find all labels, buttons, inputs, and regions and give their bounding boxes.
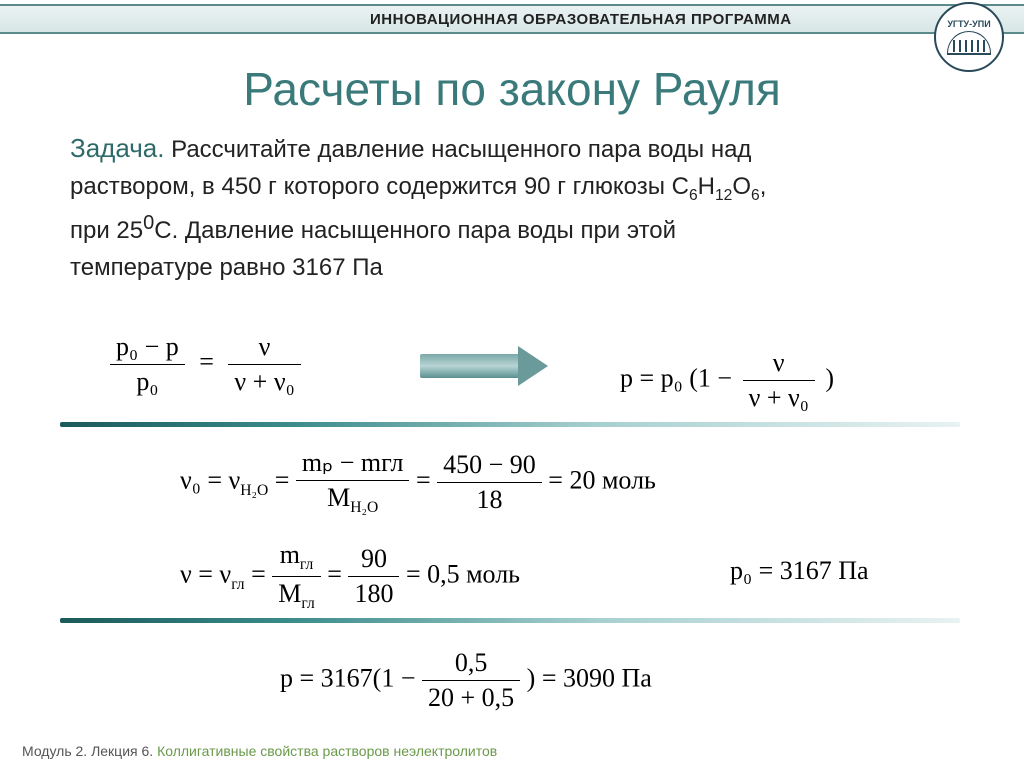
chem-h: H <box>698 173 715 200</box>
arrow-icon <box>420 348 550 384</box>
p0-given: p₀ = 3167 Па <box>730 556 869 586</box>
c1-eq1: = <box>275 466 296 495</box>
c1-f1-den-sub: H₂O <box>350 499 378 516</box>
c2-f1-den-m: M <box>278 579 301 608</box>
problem-line1: Рассчитайте давление насыщенного пара во… <box>171 136 751 163</box>
f-right-prefix: p = p₀ (1 − <box>620 363 732 392</box>
chem-o: O <box>732 173 751 200</box>
problem-lead: Задача. <box>70 133 164 163</box>
c1-eq2: = <box>416 466 437 495</box>
c1-result: = 20 моль <box>548 466 656 495</box>
program-label: ИННОВАЦИОННАЯ ОБРАЗОВАТЕЛЬНАЯ ПРОГРАММА <box>370 11 792 28</box>
eq-sign-1: = <box>199 347 214 376</box>
c3-suffix: ) = 3090 Па <box>527 663 652 692</box>
c2-sub-gl: гл <box>231 576 244 593</box>
university-logo: УГТУ-УПИ <box>934 2 1004 72</box>
calc-solvent-moles: ν₀ = νH₂O = mₚ − mгл MH₂O = 450 − 90 18 … <box>180 448 656 517</box>
c3-num: 0,5 <box>422 648 520 681</box>
f-nu-den: ν + ν₀ <box>228 365 300 397</box>
footer-lecture: Коллигативные свойства растворов неэлект… <box>157 743 497 759</box>
divider-2 <box>60 618 960 623</box>
divider-1 <box>60 422 960 427</box>
f-right-den: ν + ν₀ <box>743 381 815 413</box>
c1-f1-num: mₚ − mгл <box>296 448 410 481</box>
c2-eq1: = <box>251 560 272 589</box>
f-left-num: p₀ − p <box>110 332 185 365</box>
problem-line3a: при 25 <box>70 217 143 244</box>
sub-o: 6 <box>751 187 760 204</box>
c1-f2-den: 18 <box>437 483 542 515</box>
punct: , <box>760 173 767 200</box>
raoult-explicit-form: p = p₀ (1 − ν ν + ν₀ ) <box>620 348 834 413</box>
derivation-row: p₀ − p p₀ = ν ν + ν₀ p = p₀ (1 − ν ν + ν… <box>0 332 1024 422</box>
logo-text: УГТУ-УПИ <box>947 20 990 29</box>
c1-f2-num: 450 − 90 <box>437 450 542 483</box>
problem-line4: температуре равно 3167 Па <box>70 254 383 281</box>
slide-title: Расчеты по закону Рауля <box>0 62 1024 116</box>
c2-f1-num-sub: гл <box>300 556 313 573</box>
f-right-num: ν <box>743 348 815 381</box>
c3-den: 20 + 0,5 <box>422 681 520 713</box>
c2-f2-num: 90 <box>348 544 399 577</box>
f-left-den: p₀ <box>110 365 185 397</box>
deg-sup: 0 <box>143 212 154 234</box>
calc-final-pressure: p = 3167(1 − 0,5 20 + 0,5 ) = 3090 Па <box>280 648 652 713</box>
footer-module: Модуль 2. Лекция 6. <box>22 743 153 759</box>
raoult-relative-form: p₀ − p p₀ = ν ν + ν₀ <box>110 332 301 397</box>
problem-line3b: С. Давление насыщенного пара воды при эт… <box>154 217 676 244</box>
c2-result: = 0,5 моль <box>406 560 520 589</box>
c1-sub-h2o: H₂O <box>240 482 268 499</box>
c1-f1-den-m: M <box>327 483 350 512</box>
calc-solute-moles: ν = νгл = mгл Mгл = 90 180 = 0,5 моль <box>180 540 520 613</box>
f-nu-num: ν <box>228 332 300 365</box>
problem-line2: раствором, в 450 г которого содержится 9… <box>70 173 689 200</box>
header-band: ИННОВАЦИОННАЯ ОБРАЗОВАТЕЛЬНАЯ ПРОГРАММА <box>0 4 1024 34</box>
sub-h: 12 <box>715 187 732 204</box>
c2-f1-num-m: m <box>280 540 300 569</box>
c2-lhs: ν = ν <box>180 560 231 589</box>
c2-f2-den: 180 <box>348 577 399 609</box>
f-right-suffix: ) <box>825 363 834 392</box>
sub-c: 6 <box>689 187 698 204</box>
logo-building-icon <box>947 31 991 55</box>
c2-f1-den-sub: гл <box>301 595 314 612</box>
c2-eq2: = <box>327 560 348 589</box>
footer: Модуль 2. Лекция 6. Коллигативные свойст… <box>22 743 497 759</box>
c1-lhs: ν₀ = ν <box>180 466 240 495</box>
problem-block: Задача. Рассчитайте давление насыщенного… <box>70 128 954 287</box>
c3-prefix: p = 3167(1 − <box>280 663 422 692</box>
